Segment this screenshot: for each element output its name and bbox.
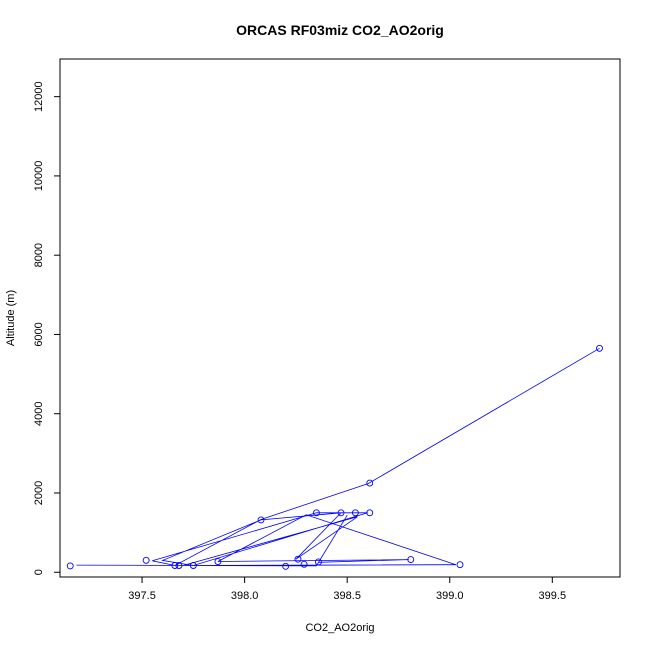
data-point xyxy=(294,555,302,563)
x-axis: 397.5 398.0 398.5 399.0 399.5 xyxy=(128,577,566,602)
x-tick-label: 399.0 xyxy=(436,590,464,602)
series-co2-altitude xyxy=(66,344,603,570)
series-line xyxy=(76,347,600,567)
y-tick-label: 0 xyxy=(33,569,45,575)
y-tick-label: 12000 xyxy=(33,81,45,112)
data-point xyxy=(300,560,308,568)
x-axis-label: CO2_AO2orig xyxy=(305,622,374,634)
data-point xyxy=(351,509,359,517)
chart-title: ORCAS RF03miz CO2_AO2orig xyxy=(236,22,444,38)
y-axis: 0 2000 4000 6000 8000 10000 12000 xyxy=(33,81,60,575)
data-point xyxy=(214,558,222,565)
y-tick-label: 10000 xyxy=(33,161,45,192)
x-tick-label: 398.5 xyxy=(333,590,361,602)
data-point xyxy=(456,561,464,569)
data-point xyxy=(175,562,183,569)
data-point xyxy=(312,509,320,517)
data-point xyxy=(596,344,603,352)
x-tick-label: 398.0 xyxy=(231,590,259,602)
data-point xyxy=(407,556,415,564)
data-point xyxy=(282,562,290,570)
data-point xyxy=(189,562,197,569)
y-tick-label: 8000 xyxy=(33,243,45,267)
x-tick-label: 399.5 xyxy=(539,590,567,602)
data-point xyxy=(366,479,374,487)
data-point xyxy=(171,562,179,569)
data-point xyxy=(257,516,265,524)
y-tick-label: 6000 xyxy=(33,322,45,346)
y-tick-label: 2000 xyxy=(33,481,45,505)
y-axis-label: Altitude (m) xyxy=(5,290,17,346)
data-point xyxy=(142,556,150,564)
data-point xyxy=(315,558,322,566)
data-point xyxy=(337,509,345,517)
y-tick-label: 4000 xyxy=(33,401,45,425)
x-tick-label: 397.5 xyxy=(128,590,156,602)
data-point xyxy=(366,509,374,517)
data-point xyxy=(66,562,74,570)
plot-frame xyxy=(59,58,621,578)
